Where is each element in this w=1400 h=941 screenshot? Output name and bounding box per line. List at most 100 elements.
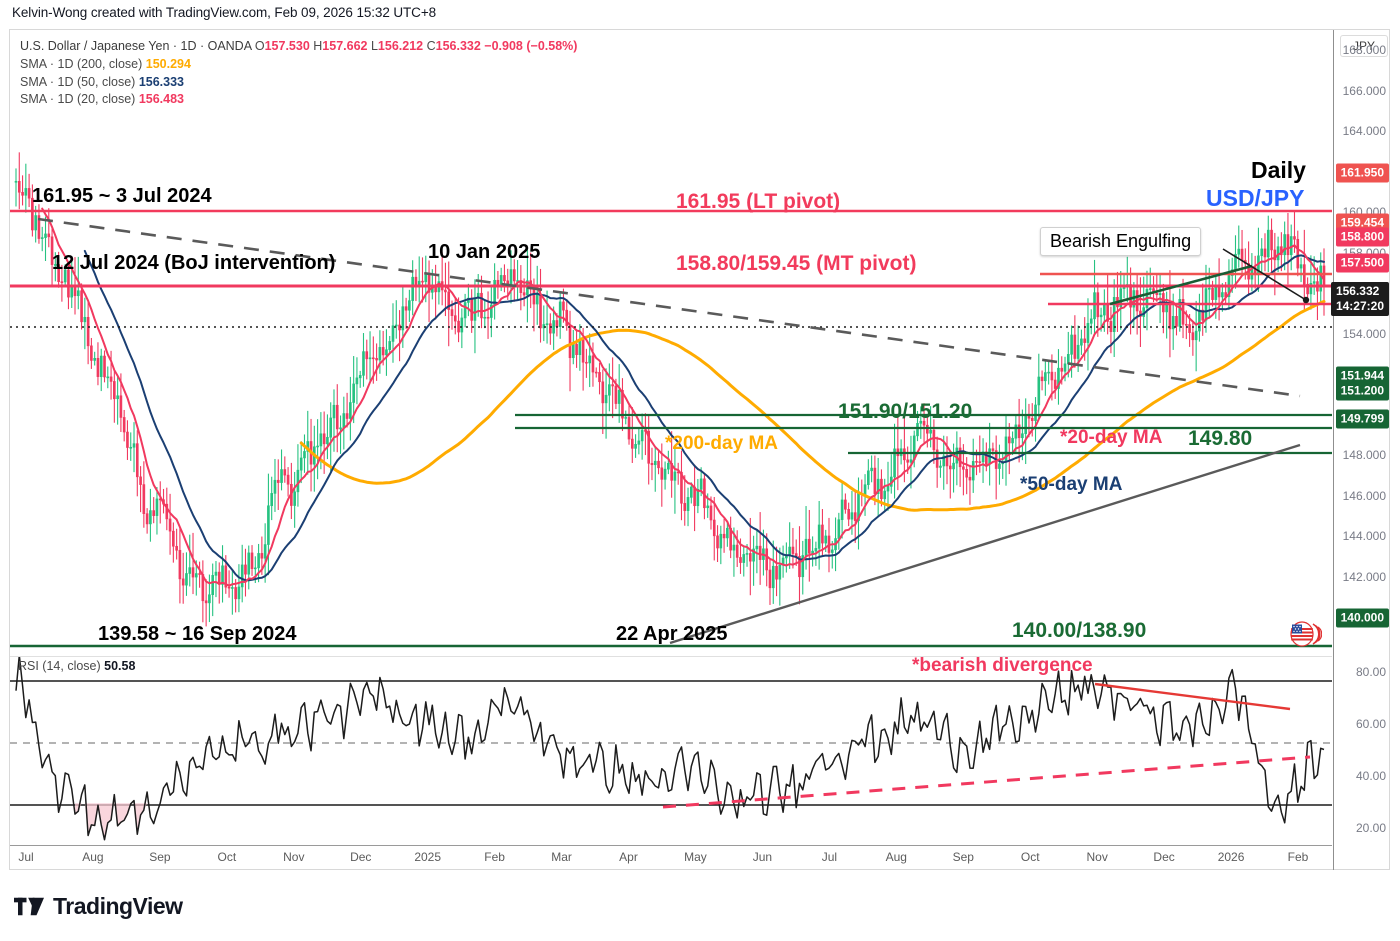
price-axis-level-badge[interactable]: 149.799: [1335, 409, 1389, 429]
price-axis-tick: 154.000: [1342, 326, 1386, 341]
candle-body: [929, 429, 932, 434]
candle-body: [172, 530, 175, 547]
candle-body: [208, 594, 211, 604]
candle-body: [299, 457, 303, 471]
candle-body: [93, 357, 96, 361]
price-pane[interactable]: U.S. Dollar / Japanese Yen · 1D · OANDA …: [10, 30, 1332, 654]
candle-body: [873, 467, 877, 494]
candle-body: [1175, 315, 1178, 327]
candle-body: [509, 269, 513, 285]
tradingview-footer[interactable]: TradingView: [14, 893, 183, 920]
candle-body: [716, 535, 719, 549]
candle-body: [814, 548, 818, 552]
candle-body: [1021, 433, 1024, 439]
legend-sma200-label: SMA · 1D (200, close): [20, 56, 143, 71]
legend-close-value: 156.332: [435, 39, 481, 53]
candle-body: [365, 351, 369, 360]
price-axis-tick: 146.000: [1342, 488, 1386, 503]
time-axis-tick: Nov: [1086, 850, 1108, 864]
candle-body: [791, 546, 795, 554]
candle-body: [699, 478, 703, 490]
candle-body: [680, 471, 683, 504]
legend-sma50-value: 156.333: [138, 74, 184, 89]
price-axis-level-badge[interactable]: 157.500: [1335, 253, 1389, 273]
candle-body: [965, 469, 968, 478]
rsi-rising-trendline-dashed: [662, 755, 1311, 809]
candle-body: [732, 544, 736, 551]
candle-body: [709, 505, 713, 521]
annotation-mt-pivot: 158.80/159.45 (MT pivot): [676, 252, 917, 275]
candle-body: [253, 567, 257, 570]
candle-body: [1296, 238, 1300, 269]
time-axis-tick: Oct: [217, 850, 237, 864]
candle-body: [617, 390, 621, 404]
price-axis-level-badge[interactable]: 161.950: [1335, 163, 1389, 183]
candle-body: [17, 180, 21, 193]
candle-body: [80, 290, 83, 323]
candle-body: [850, 512, 854, 520]
candle-body: [1322, 265, 1326, 287]
price-axis-level-badge[interactable]: 151.944: [1335, 366, 1389, 386]
annotation-bearish-engulfing: Bearish Engulfing: [1040, 227, 1202, 256]
time-axis-tick: Oct: [1020, 850, 1040, 864]
candle-body: [952, 462, 955, 470]
candle-body: [444, 289, 447, 293]
candle-body: [152, 510, 155, 516]
candle-body: [129, 446, 133, 449]
legend-sma50-row[interactable]: SMA · 1D (50, close) 156.333: [20, 74, 577, 92]
price-axis-level-badge[interactable]: 158.800: [1335, 227, 1389, 247]
candle-body: [483, 316, 487, 319]
legend-symbol-row[interactable]: U.S. Dollar / Japanese Yen · 1D · OANDA …: [20, 38, 577, 56]
candle-body: [991, 448, 995, 451]
candle-body: [575, 343, 578, 355]
attribution-text: Kelvin-Wong created with TradingView.com…: [12, 5, 437, 20]
chart-frame[interactable]: U.S. Dollar / Japanese Yen · 1D · OANDA …: [9, 29, 1390, 870]
candle-body: [571, 343, 575, 359]
candle-body: [67, 269, 70, 298]
candle-body: [381, 347, 385, 356]
price-axis-level-badge[interactable]: 151.200: [1335, 381, 1389, 401]
annotation-10-jan-2025: 10 Jan 2025: [428, 241, 541, 263]
candle-body: [224, 565, 228, 588]
candle-body: [1047, 371, 1050, 374]
candle-body: [103, 355, 106, 378]
candle-body: [450, 309, 454, 316]
rsi-legend[interactable]: RSI (14, close) 50.58: [18, 659, 135, 673]
candle-body: [844, 499, 847, 510]
rsi-axis-tick: 40.00: [1355, 769, 1386, 784]
candle-body: [332, 404, 336, 419]
candle-body: [1007, 436, 1011, 444]
candle-body: [240, 564, 244, 588]
candle-body: [562, 301, 565, 311]
candle-body: [752, 548, 755, 562]
annotation-timeframe-daily: Daily: [1251, 157, 1306, 183]
candle-body: [1221, 292, 1224, 298]
rsi-line: [15, 657, 1325, 841]
rising-wedge-upper: [1109, 264, 1253, 306]
candle-body: [263, 544, 267, 559]
candle-body: [1211, 288, 1214, 300]
candle-body: [106, 376, 110, 379]
price-axis[interactable]: JPY 168.000166.000164.000160.000158.0001…: [1330, 30, 1391, 870]
time-axis[interactable]: Jul Aug Sep Oct Nov Dec 2025 Feb Mar Apr May Jun Jul…: [10, 845, 1332, 871]
rsi-pane[interactable]: RSI (14, close) 50.58 *bearish divergenc…: [10, 656, 1332, 845]
candle-body: [1293, 236, 1296, 240]
candle-body: [1109, 321, 1113, 333]
candle-body: [24, 188, 28, 196]
candle-body: [296, 469, 300, 493]
candle-body: [44, 233, 47, 238]
time-axis-tick: Dec: [1153, 850, 1175, 864]
candle-body: [1273, 249, 1277, 261]
current-price-badge[interactable]: 156.332 14:27:20: [1330, 281, 1389, 316]
currency-badge: JPY: [1340, 35, 1388, 57]
legend-sma200-row[interactable]: SMA · 1D (200, close) 150.294: [20, 56, 577, 74]
candle-body: [198, 573, 201, 575]
annotation-50-day-ma: *50-day MA: [1020, 474, 1123, 495]
time-axis-tick: Sep: [952, 850, 974, 864]
price-axis-level-badge[interactable]: 140.000: [1335, 608, 1389, 628]
candle-body: [749, 553, 752, 562]
candle-body: [1129, 284, 1132, 308]
legend-sma20-row[interactable]: SMA · 1D (20, close) 156.483: [20, 91, 577, 109]
candle-body: [611, 384, 614, 387]
candle-body: [706, 505, 710, 509]
